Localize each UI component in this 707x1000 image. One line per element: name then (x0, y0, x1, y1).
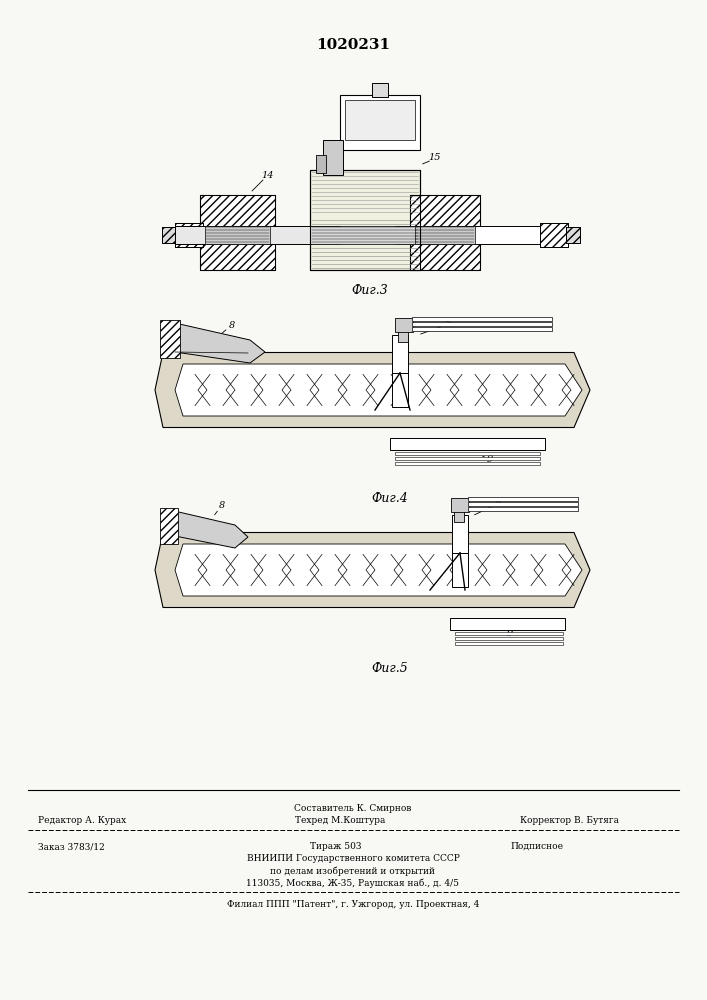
Text: 8: 8 (219, 502, 225, 510)
Bar (412, 322, 552, 326)
Bar (200, 195, 275, 270)
Polygon shape (175, 364, 582, 416)
Bar (345, 100, 415, 140)
Text: Фиг.4: Фиг.4 (372, 491, 409, 504)
Bar (468, 507, 578, 511)
Bar (162, 227, 177, 243)
Bar (455, 632, 563, 635)
Text: 14: 14 (262, 170, 274, 180)
Text: Редактор А. Курах: Редактор А. Курах (38, 816, 127, 825)
Bar (452, 515, 468, 553)
Bar (395, 462, 540, 465)
Text: Подписное: Подписное (510, 842, 563, 851)
Bar (454, 510, 464, 522)
Polygon shape (175, 544, 582, 596)
Bar (410, 195, 480, 270)
Text: Составитель К. Смирнов: Составитель К. Смирнов (294, 804, 411, 813)
Bar (451, 498, 469, 512)
Bar (175, 223, 203, 247)
Bar (175, 223, 203, 247)
Bar (395, 452, 540, 455)
Bar (310, 170, 420, 270)
Bar (160, 320, 180, 358)
Text: 5: 5 (495, 498, 501, 508)
Text: по делам изобретений и открытий: по делам изобретений и открытий (271, 866, 436, 876)
Polygon shape (155, 532, 590, 607)
Bar (566, 227, 580, 243)
Bar (162, 227, 177, 243)
Bar (410, 195, 480, 270)
Bar (310, 170, 420, 270)
Text: Техред М.Коштура: Техред М.Коштура (295, 816, 385, 825)
Bar (412, 317, 552, 321)
Bar (455, 637, 563, 640)
Bar (468, 502, 578, 506)
Bar (310, 226, 420, 244)
Text: 5: 5 (445, 318, 451, 328)
Text: Филиал ППП "Патент", г. Ужгород, ул. Проектная, 4: Филиал ППП "Патент", г. Ужгород, ул. Про… (227, 900, 479, 909)
Text: Тираж 503: Тираж 503 (310, 842, 361, 851)
Bar (412, 327, 552, 331)
Bar (316, 155, 326, 173)
Bar (200, 195, 275, 270)
Bar (392, 373, 408, 407)
Bar (372, 83, 388, 97)
Bar (323, 140, 343, 175)
Bar (390, 438, 545, 450)
Bar (395, 457, 540, 460)
Bar (340, 95, 420, 150)
Text: Фиг.5: Фиг.5 (372, 662, 409, 674)
Text: 9: 9 (487, 456, 493, 464)
Text: Корректор В. Бутяга: Корректор В. Бутяга (520, 816, 619, 825)
Polygon shape (155, 353, 590, 428)
Text: 16: 16 (320, 157, 332, 166)
Text: 8: 8 (229, 320, 235, 330)
Bar (450, 618, 565, 630)
Text: Б-Б: Б-Б (362, 123, 388, 136)
Text: 9: 9 (507, 629, 513, 638)
Bar (175, 226, 340, 244)
Bar (160, 508, 178, 544)
Bar (540, 223, 568, 247)
Bar (452, 553, 468, 587)
Bar (468, 497, 578, 501)
Text: 15: 15 (428, 152, 441, 161)
Bar (415, 226, 475, 244)
Bar (540, 223, 568, 247)
Bar (392, 335, 408, 373)
Text: ВНИИПИ Государственного комитета СССР: ВНИИПИ Государственного комитета СССР (247, 854, 460, 863)
Bar (395, 226, 540, 244)
Bar (566, 227, 580, 243)
Text: Заказ 3783/12: Заказ 3783/12 (38, 842, 105, 851)
Polygon shape (170, 510, 248, 548)
Text: 1020231: 1020231 (316, 38, 390, 52)
Bar (398, 330, 408, 342)
Polygon shape (175, 323, 265, 363)
Text: 113035, Москва, Ж-35, Раушская наб., д. 4/5: 113035, Москва, Ж-35, Раушская наб., д. … (247, 878, 460, 888)
Bar (395, 318, 413, 332)
Text: Фиг.3: Фиг.3 (351, 284, 388, 296)
Bar (205, 226, 270, 244)
Bar (455, 642, 563, 645)
